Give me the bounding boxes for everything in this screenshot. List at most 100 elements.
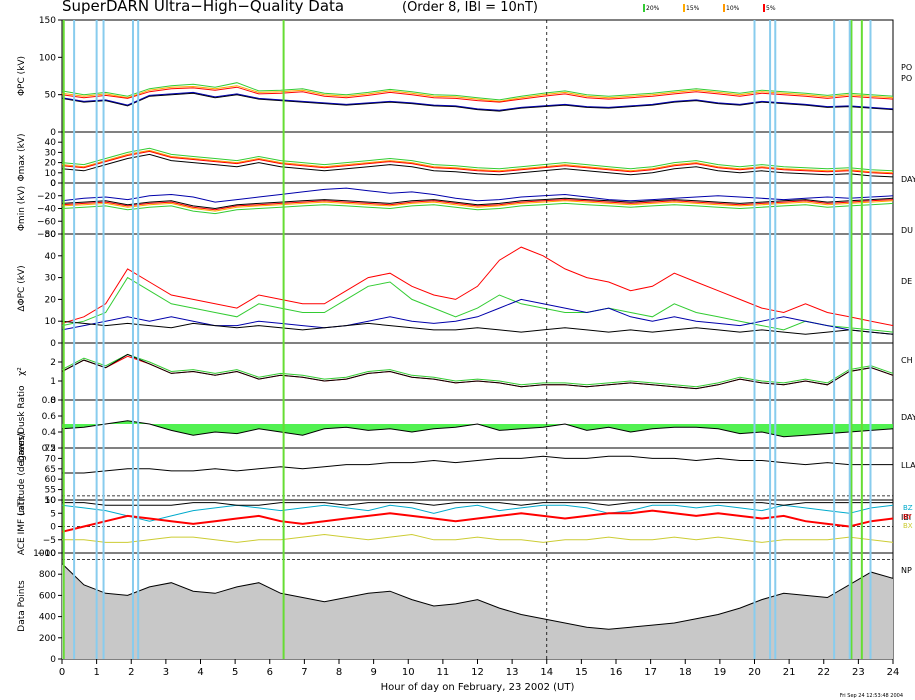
y-tick-label: 0.2 — [42, 444, 56, 454]
series-line — [61, 353, 894, 388]
y-tick-label: 50 — [45, 230, 57, 240]
imf-component-label: BX — [903, 522, 913, 530]
x-tick-label: 8 — [336, 667, 342, 678]
series-line — [61, 86, 894, 103]
legend-label-5: 5% — [766, 5, 776, 12]
panel-right-label: DE — [901, 277, 912, 286]
series-line — [62, 533, 894, 543]
y-tick-label: −80 — [37, 230, 56, 240]
y-axis-label: ΦPC (kV) — [17, 56, 27, 96]
x-tick-label: 18 — [679, 667, 692, 678]
y-tick-label: 0 — [50, 339, 56, 349]
y-tick-label: 600 — [39, 591, 56, 601]
panel-right-label: DU — [901, 226, 913, 235]
x-tick-label: 14 — [540, 667, 553, 678]
legend-label-10: 10% — [726, 5, 740, 12]
y-axis-label: ΔΦPC (kV) — [17, 265, 27, 311]
y-tick-label: 1000 — [33, 549, 56, 559]
series-line — [61, 298, 894, 335]
x-tick-label: 17 — [644, 667, 657, 678]
x-tick-label: 16 — [610, 667, 623, 678]
series-line — [62, 455, 893, 474]
x-tick-label: 10 — [402, 667, 415, 678]
y-axis-label: Φmin (kV) — [17, 186, 27, 231]
y-tick-label: 50 — [45, 496, 57, 506]
x-tick-label: 3 — [163, 667, 169, 678]
series-line — [61, 82, 894, 101]
series-line — [61, 187, 894, 203]
y-tick-label: 100 — [39, 53, 56, 63]
chart-subtitle: (Order 8, IBl = 10nT) — [402, 0, 538, 15]
y-tick-label: 30 — [45, 148, 57, 158]
timestamp-stamp: Fri Sep 24 12:53:48 2004 — [839, 693, 903, 699]
panel-right-label: PO — [901, 74, 912, 83]
panel-right-label: PO — [901, 63, 912, 72]
y-axis-label: Latitude (degrees) — [17, 432, 27, 515]
x-tick-label: 7 — [301, 667, 307, 678]
y-tick-label: −5 — [43, 536, 56, 546]
panel-right-label: IBl — [901, 513, 911, 522]
panel-right-label: CH — [901, 356, 913, 365]
y-tick-label: 70 — [45, 454, 57, 464]
chart-title: SuperDARN Ultra−High−Quality Data — [62, 0, 345, 15]
y-tick-label: 0 — [50, 179, 56, 189]
series-line — [61, 353, 894, 390]
y-tick-label: −10 — [37, 549, 56, 559]
y-tick-label: 0 — [50, 179, 56, 189]
y-tick-label: 2 — [50, 358, 56, 368]
x-tick-label: 0 — [59, 667, 65, 678]
y-axis-label: ACE IMF (nT) — [17, 498, 27, 556]
y-tick-label: −20 — [37, 192, 56, 202]
y-axis-label: χ² — [17, 367, 27, 376]
panel-right-label: DAY — [901, 413, 915, 422]
y-tick-label: 20 — [45, 159, 57, 169]
x-tick-label: 21 — [783, 667, 796, 678]
x-tick-label: 9 — [370, 667, 376, 678]
y-tick-label: 60 — [45, 475, 57, 485]
y-tick-label: 200 — [39, 634, 56, 644]
x-tick-label: 24 — [887, 667, 900, 678]
plot-frame — [61, 19, 894, 660]
y-tick-label: 40 — [45, 138, 57, 148]
series-line — [61, 150, 894, 175]
x-tick-label: 15 — [575, 667, 588, 678]
x-tick-label: 13 — [506, 667, 519, 678]
series-line — [61, 91, 894, 111]
imf-component-label: BY — [903, 513, 912, 521]
y-axis-label: Dawn/Dusk Ratio — [17, 385, 27, 463]
legend-swatch — [683, 4, 685, 12]
y-tick-label: 5 — [50, 509, 56, 519]
y-tick-label: 0 — [50, 655, 56, 665]
y-tick-label: −60 — [37, 217, 56, 227]
y-axis-label: Data Points — [17, 580, 27, 632]
x-tick-label: 11 — [437, 667, 450, 678]
y-tick-label: 0.6 — [42, 412, 57, 422]
x-tick-label: 1 — [93, 667, 99, 678]
y-tick-label: 10 — [45, 169, 57, 179]
legend-swatch — [763, 4, 765, 12]
y-tick-label: 0.4 — [42, 428, 57, 438]
x-tick-label: 4 — [197, 667, 203, 678]
x-tick-label: 12 — [471, 667, 484, 678]
y-tick-label: 65 — [45, 465, 56, 475]
legend-label-15: 15% — [686, 5, 700, 12]
y-tick-label: 30 — [45, 274, 57, 284]
y-tick-label: 0 — [50, 523, 56, 533]
legend-swatch — [643, 4, 645, 12]
y-tick-label: 55 — [45, 486, 56, 496]
x-tick-label: 2 — [128, 667, 134, 678]
ratio-fill-area — [62, 420, 893, 437]
x-tick-label: 19 — [714, 667, 727, 678]
y-tick-label: 800 — [39, 570, 56, 580]
y-tick-label: 400 — [39, 613, 56, 623]
y-tick-label: 10 — [45, 317, 57, 327]
x-axis-label: Hour of day on February, 23 2002 (UT) — [381, 682, 575, 693]
y-tick-label: 0 — [50, 128, 56, 138]
y-tick-label: 0 — [50, 396, 56, 406]
y-tick-label: 0.8 — [42, 396, 57, 406]
y-tick-label: 150 — [39, 16, 56, 26]
x-tick-label: 6 — [267, 667, 273, 678]
x-tick-label: 22 — [817, 667, 830, 678]
panel-right-label: DAY — [901, 175, 915, 184]
